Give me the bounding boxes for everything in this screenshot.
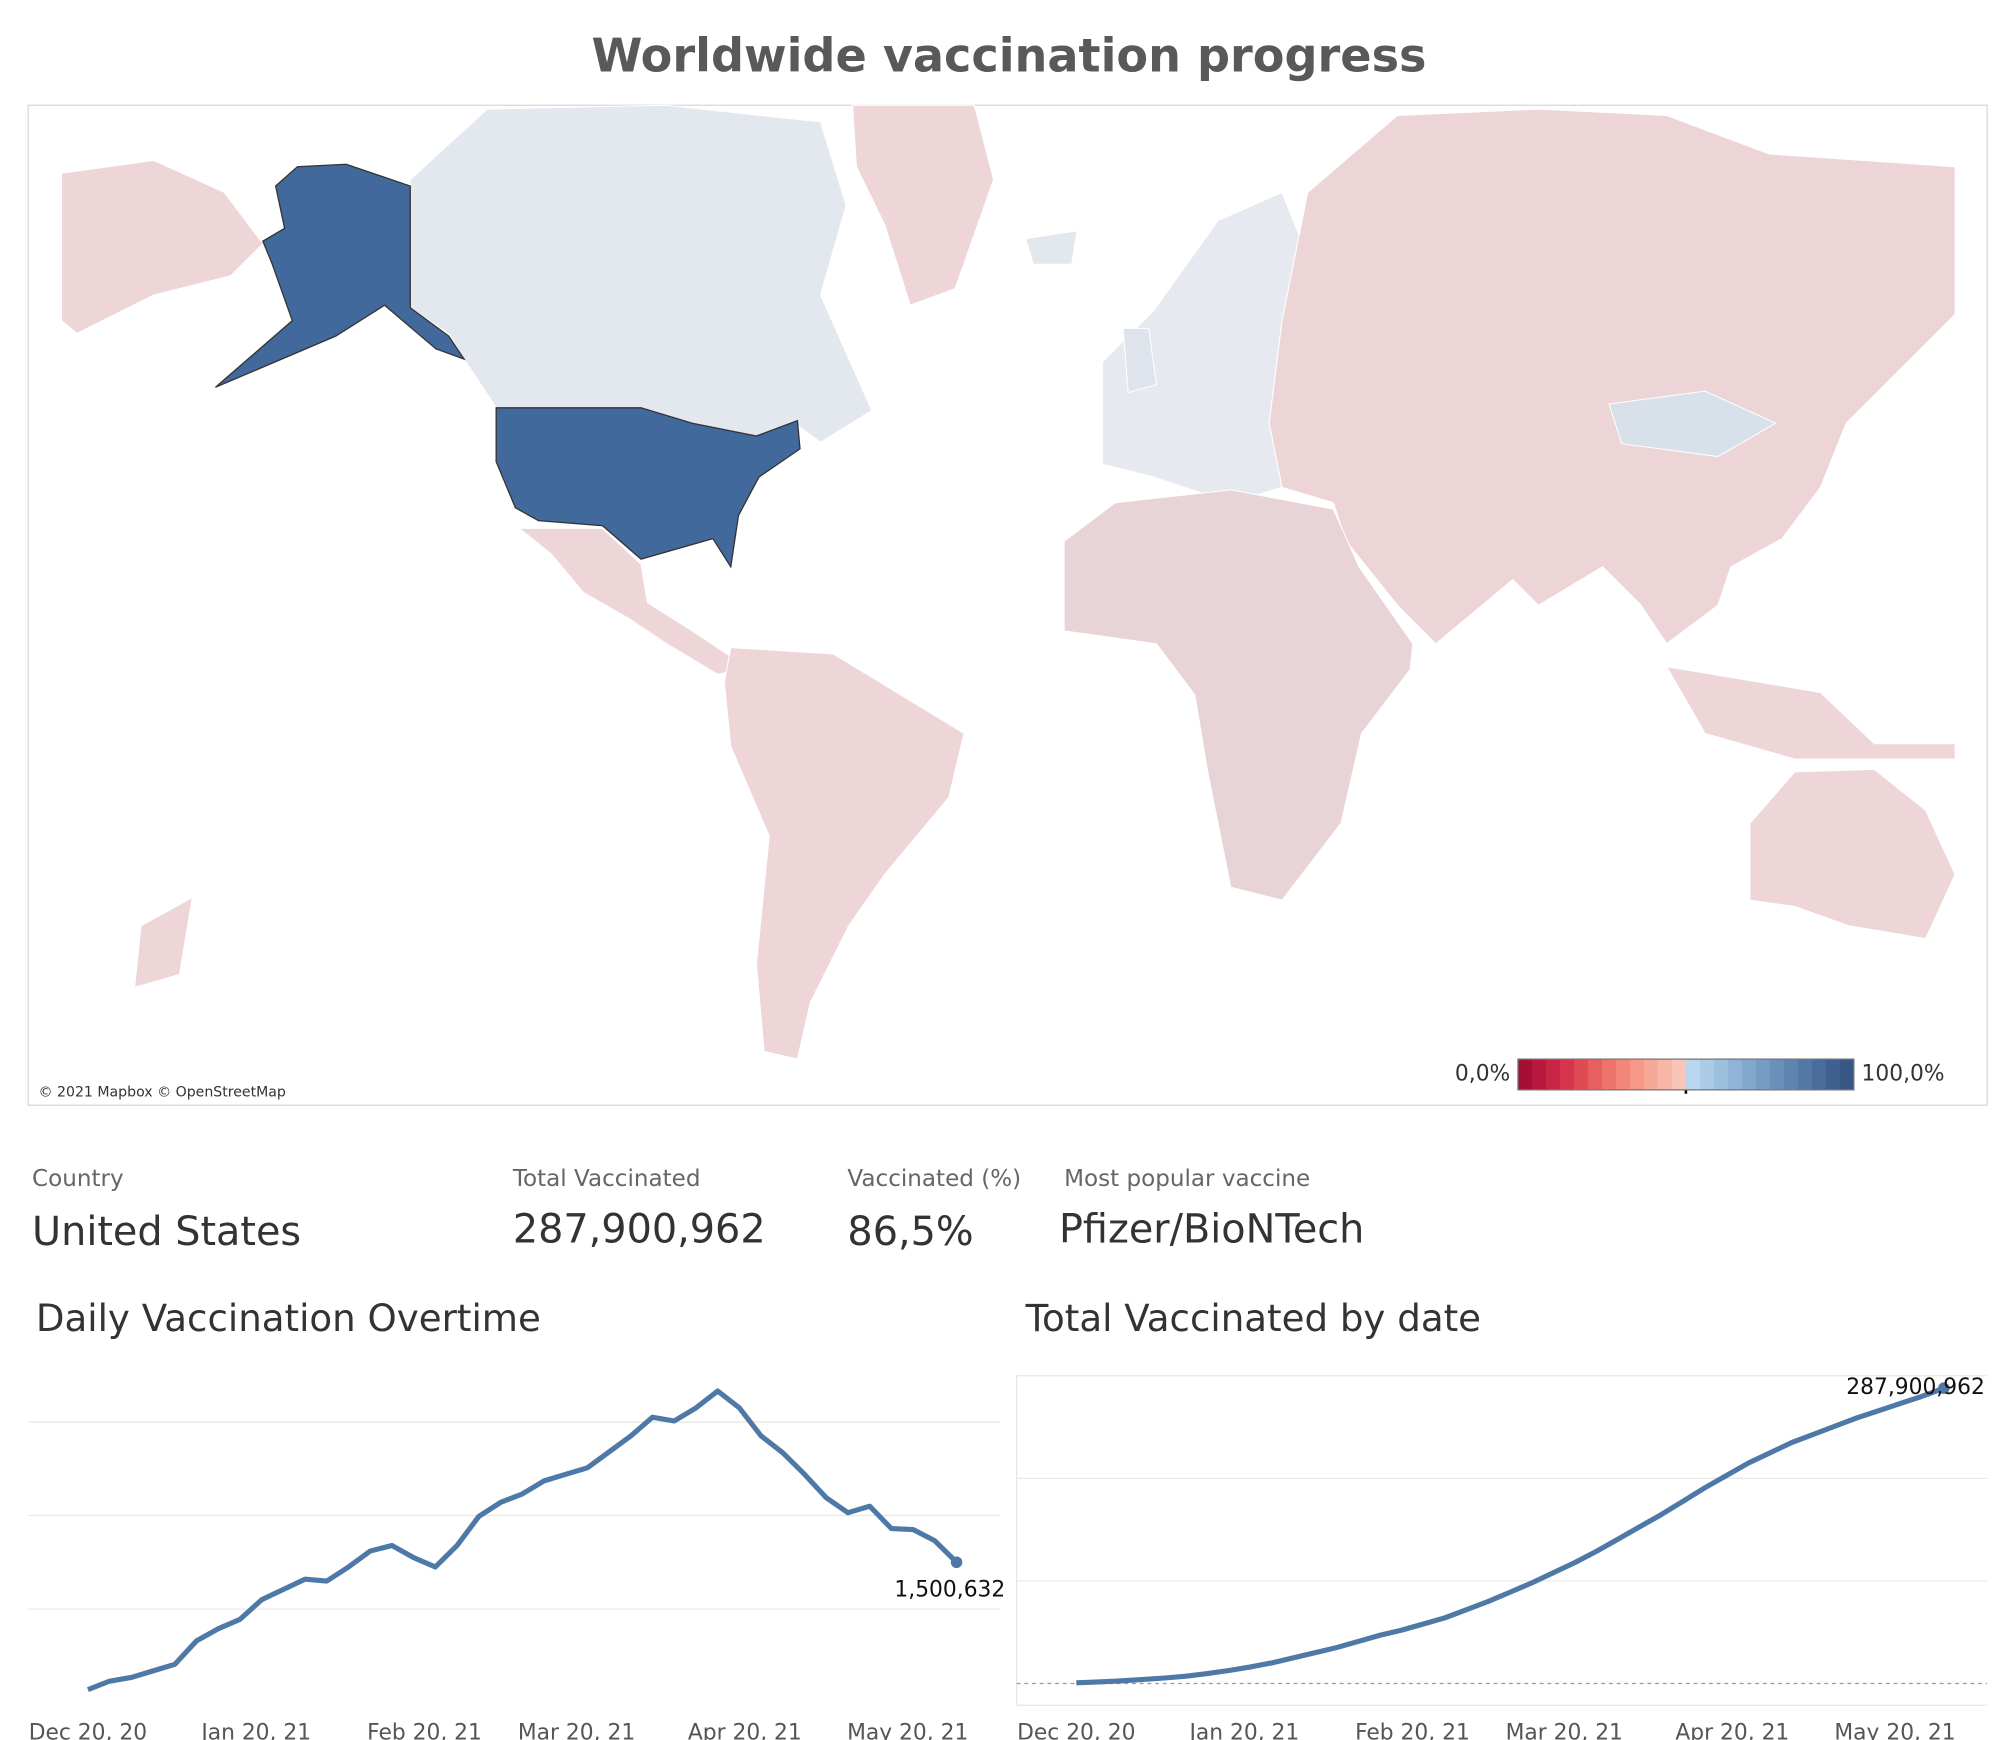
legend-swatch [1727,1059,1743,1090]
legend-swatch [1531,1059,1547,1090]
legend-max-label: 100,0% [1862,1061,1945,1086]
x-tick-label: Apr 20, 21 [1675,1720,1789,1740]
x-tick-label: Feb 20, 21 [1355,1720,1470,1740]
country-shape [1665,666,1956,760]
legend-swatch [1615,1059,1631,1090]
country-shape [1122,327,1157,394]
detail-label: Country [32,1166,124,1192]
map-legend: 0,0% 100,0% [1455,1058,1945,1094]
legend-swatch [1671,1059,1687,1090]
detail-label: Most popular vaccine [1064,1166,1310,1192]
legend-swatch [1839,1059,1855,1090]
detail-value: Pfizer/BioNTech [1059,1207,1364,1253]
legend-swatch [1629,1059,1645,1090]
legend-swatch [1517,1059,1533,1090]
detail-label: Total Vaccinated [512,1166,701,1192]
details: Country Total Vaccinated Vaccinated (%) … [32,1166,1364,1255]
chart-title: Total Vaccinated by date [1025,1296,1481,1340]
legend-swatch [1825,1059,1841,1090]
data-line [86,1388,959,1692]
end-point [1938,1382,1950,1394]
legend-swatch [1797,1059,1813,1090]
line-chart: Daily Vaccination Overtime Dec 20, 20 Jan … [28,1296,1005,1740]
legend-swatch [1769,1059,1785,1090]
legend-swatch [1587,1059,1603,1090]
legend-swatch [1685,1059,1701,1090]
country-shape-selected [495,407,801,569]
legend-min-label: 0,0% [1455,1061,1510,1086]
legend-border [1517,1058,1855,1091]
country-shape [1024,230,1078,265]
data-label: 287,900,962 [1846,1375,1985,1400]
legend-swatch [1559,1059,1575,1090]
x-tick-label: Dec 20, 20 [29,1720,147,1740]
end-point [950,1556,963,1569]
x-tick-label: Jan 20, 21 [1187,1720,1299,1740]
detail-value: 86,5% [847,1209,973,1255]
data-line [1076,1385,1945,1686]
country-shape [61,159,264,335]
legend-swatch [1643,1059,1659,1090]
country-shape-selected [214,163,466,388]
x-tick-label: May 20, 21 [1834,1720,1955,1740]
country-shape [1749,768,1956,940]
x-tick-label: Apr 20, 21 [688,1720,802,1740]
world-map: © 2021 Mapbox © OpenStreetMap 0,0% 100,0… [27,104,1988,1106]
country-shape [723,647,965,1060]
legend-swatch [1545,1059,1561,1090]
detail-label: Vaccinated (%) [847,1166,1021,1192]
x-tick-label: Jan 20, 21 [199,1720,311,1740]
legend-swatch [1811,1059,1827,1090]
x-tick-label: Feb 20, 21 [367,1720,482,1740]
x-tick-label: Dec 20, 20 [1017,1720,1135,1740]
legend-swatch [1755,1059,1771,1090]
legend-swatch [1573,1059,1589,1090]
chart-title: Daily Vaccination Overtime [36,1296,541,1340]
x-tick-label: May 20, 21 [847,1720,968,1740]
legend-swatch [1601,1059,1617,1090]
x-tick-label: Mar 20, 21 [518,1720,635,1740]
country-shape [134,896,193,989]
country-shape [852,104,995,306]
detail-value: 287,900,962 [513,1207,766,1253]
line-chart: Total Vaccinated by date Dec 20, 20 Jan 20… [1016,1296,1988,1740]
legend-swatch [1699,1059,1715,1090]
dashboard-title: Worldwide vaccination progress [591,29,1426,83]
legend-swatch [1783,1059,1799,1090]
legend-swatch [1657,1059,1673,1090]
detail-value: United States [32,1209,301,1255]
map-attribution: © 2021 Mapbox © OpenStreetMap [38,1084,285,1100]
legend-swatch [1741,1059,1757,1090]
country-shape [1608,390,1777,458]
country-shape [1268,108,1956,645]
legend-swatch [1713,1059,1729,1090]
x-tick-label: Mar 20, 21 [1506,1720,1623,1740]
data-label: 1,500,632 [894,1577,1005,1602]
country-shape [1063,489,1414,901]
